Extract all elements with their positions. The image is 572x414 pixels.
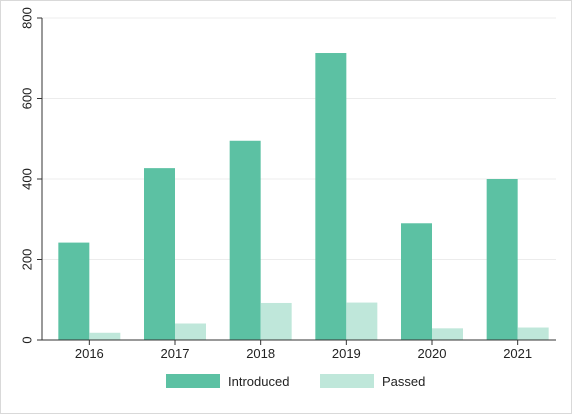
x-tick-label: 2018 [246,346,275,361]
y-tick-label: 600 [20,88,35,110]
x-tick-label: 2017 [161,346,190,361]
y-tick-label: 0 [20,336,35,343]
x-tick-label: 2019 [332,346,361,361]
legend: Introduced Passed [166,374,425,389]
gridlines [42,17,556,260]
x-tick-label: 2020 [418,346,447,361]
axes: 0 200 400 600 800 2016 2017 2018 2019 2020 2021 [20,7,556,361]
legend-swatch-passed [320,374,374,388]
bar-introduced-2017 [144,168,175,340]
y-tick-label: 200 [20,249,35,271]
legend-label-passed: Passed [382,374,425,389]
bar-passed-2018 [260,302,292,340]
y-tick-label: 800 [20,7,35,29]
bars [58,53,549,341]
legend-swatch-introduced [166,374,220,388]
x-tick-label: 2021 [503,346,532,361]
x-tick-label: 2016 [75,346,104,361]
bar-passed-2016 [89,332,121,340]
bar-passed-2019 [346,302,378,340]
legend-label-introduced: Introduced [228,374,289,389]
bar-introduced-2016 [58,242,90,340]
bar-introduced-2020 [401,223,432,340]
bar-introduced-2019 [315,53,347,341]
bar-introduced-2021 [486,179,518,340]
bar-passed-2021 [517,327,549,340]
bar-introduced-2018 [229,140,261,340]
bar-passed-2020 [432,328,463,340]
y-tick-label: 400 [20,168,35,190]
bar-passed-2017 [175,323,206,340]
